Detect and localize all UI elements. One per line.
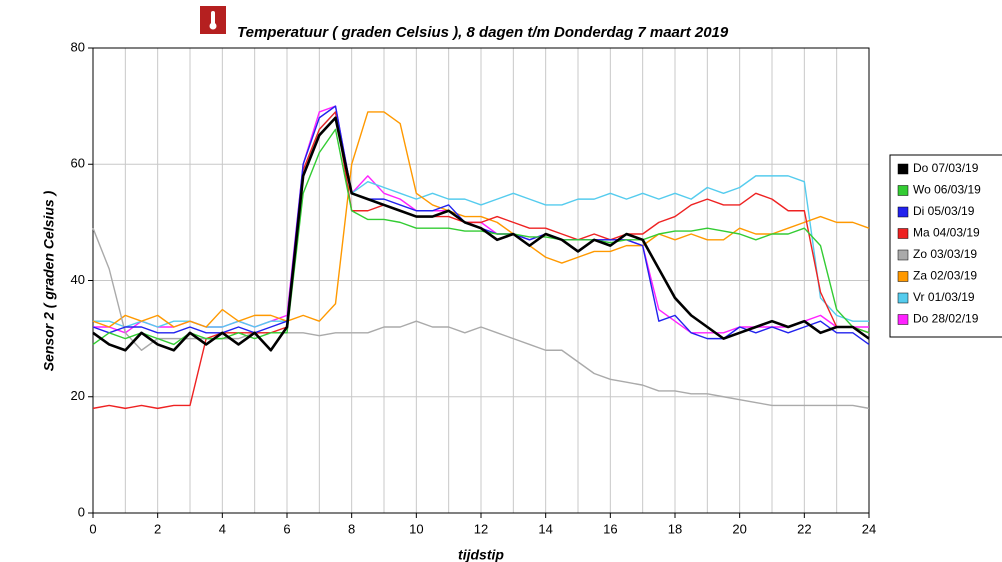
legend-box: [889, 154, 1002, 338]
title-icon-glyph: [211, 11, 215, 25]
legend-label: Di 05/03/19: [913, 204, 975, 218]
legend-swatch: [897, 314, 909, 325]
legend: Do 07/03/19 Wo 06/03/19 Di 05/03/19 Ma 04/0…: [889, 154, 1002, 338]
legend-label: Zo 03/03/19: [913, 247, 977, 261]
legend-label: Do 07/03/19: [913, 161, 979, 175]
series-line: [92, 111, 870, 328]
legend-label: Vr 01/03/19: [913, 290, 975, 304]
legend-swatch: [897, 185, 909, 196]
legend-swatch: [897, 292, 909, 304]
x-tick-label: 2: [154, 521, 161, 536]
x-tick-label: 20: [732, 521, 746, 536]
y-tick-label: 0: [78, 504, 85, 519]
y-tick-label: 60: [71, 156, 85, 171]
series-line: [93, 111, 869, 328]
x-tick-label: 18: [668, 521, 682, 536]
y-tick-label: 40: [71, 272, 85, 287]
x-tick-label: 0: [89, 521, 96, 536]
x-tick-label: 6: [283, 521, 290, 536]
x-tick-label: 4: [219, 521, 226, 536]
x-tick-label: 24: [862, 521, 876, 536]
x-tick-label: 8: [348, 521, 355, 536]
legend-label: Ma 04/03/19: [913, 226, 980, 240]
y-tick-label: 80: [71, 39, 85, 54]
legend-swatch: [897, 271, 909, 282]
series-line: [92, 116, 870, 352]
x-tick-label: 12: [474, 521, 488, 536]
y-tick-label: 20: [71, 388, 85, 403]
y-axis-label: Sensor 2 ( graden Celsius ): [41, 190, 57, 371]
x-tick-label: 10: [409, 521, 423, 536]
legend-label: Wo 06/03/19: [913, 183, 981, 197]
x-tick-label: 14: [538, 521, 552, 536]
x-tick-label: 22: [797, 521, 811, 536]
plot-border: [92, 47, 870, 514]
legend-swatch: [897, 163, 909, 175]
legend-swatch: [897, 228, 909, 239]
legend-label: Do 28/02/19: [913, 312, 979, 326]
legend-swatch: [897, 206, 909, 218]
x-tick-label: 16: [603, 521, 617, 536]
series-line: [92, 128, 870, 346]
x-axis-label: tijdstip: [458, 547, 504, 562]
legend-swatch: [897, 249, 909, 261]
title-icon-glyph: [209, 22, 217, 30]
legend-label: Za 02/03/19: [913, 269, 977, 283]
chart-title: Temperatuur ( graden Celsius ), 8 dagen …: [237, 24, 729, 41]
